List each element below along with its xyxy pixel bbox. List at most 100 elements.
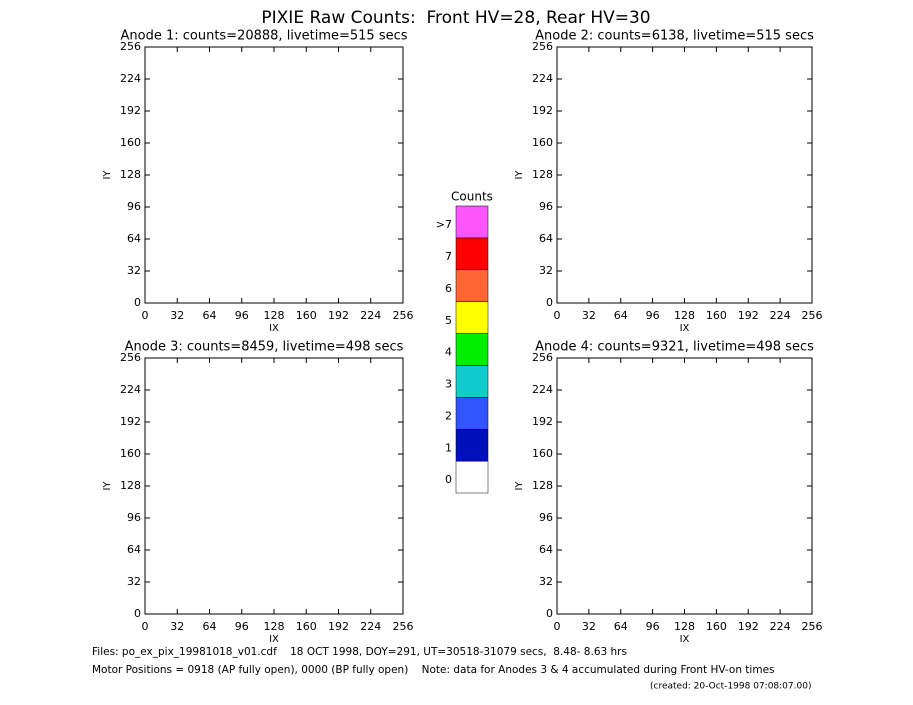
y-tick-label: 96 <box>539 200 553 213</box>
colorbar-label: 0 <box>445 473 452 486</box>
y-tick-label: 128 <box>532 479 553 492</box>
y-tick-label: 128 <box>120 168 141 181</box>
x-tick-label: 256 <box>802 309 823 322</box>
y-tick-label: 256 <box>120 40 141 53</box>
colorbar-label: 5 <box>445 314 452 327</box>
plot-frame <box>144 46 404 304</box>
panel-title: Anode 2: counts=6138, livetime=515 secs <box>535 29 814 44</box>
x-tick-label: 128 <box>674 309 695 322</box>
colorbar-swatch <box>455 428 489 462</box>
y-axis-label: IY <box>514 481 525 491</box>
panel-title: Anode 1: counts=20888, livetime=515 secs <box>120 29 407 44</box>
x-tick-label: 224 <box>770 620 791 633</box>
x-tick-label: 160 <box>706 620 727 633</box>
y-axis-label: IY <box>102 170 113 180</box>
y-tick-label: 160 <box>120 447 141 460</box>
colorbar-swatch <box>455 333 489 366</box>
y-tick-label: 160 <box>532 136 553 149</box>
x-tick-label: 64 <box>203 620 217 633</box>
x-tick-label: 64 <box>614 309 628 322</box>
panel-title: Anode 3: counts=8459, livetime=498 secs <box>125 340 404 355</box>
y-tick-label: 224 <box>532 383 553 396</box>
y-tick-label: 32 <box>127 575 141 588</box>
colorbar-label: 1 <box>445 441 452 454</box>
plot-frame <box>556 357 813 615</box>
y-tick-label: 192 <box>532 104 553 117</box>
x-tick-label: 32 <box>582 620 596 633</box>
y-tick-label: 32 <box>539 575 553 588</box>
colorbar-swatch <box>455 460 489 494</box>
colorbar-label: 3 <box>445 378 452 391</box>
colorbar-swatch <box>455 397 489 430</box>
y-tick-label: 224 <box>120 383 141 396</box>
y-tick-label: 256 <box>532 40 553 53</box>
colorbar-label: 2 <box>445 409 452 422</box>
x-tick-label: 224 <box>770 309 791 322</box>
y-tick-label: 128 <box>532 168 553 181</box>
x-tick-label: 192 <box>738 620 759 633</box>
x-tick-label: 0 <box>554 620 561 633</box>
y-tick-label: 64 <box>127 232 141 245</box>
y-tick-label: 192 <box>532 415 553 428</box>
x-axis-label: IX <box>269 323 279 334</box>
x-tick-label: 128 <box>264 309 285 322</box>
x-tick-label: 256 <box>393 309 414 322</box>
x-tick-label: 96 <box>646 620 660 633</box>
y-tick-label: 96 <box>127 200 141 213</box>
x-tick-label: 128 <box>674 620 695 633</box>
y-tick-label: 96 <box>127 511 141 524</box>
x-axis-label: IX <box>680 634 690 645</box>
x-tick-label: 96 <box>235 620 249 633</box>
footer-line: Motor Positions = 0918 (AP fully open), … <box>92 664 775 676</box>
x-tick-label: 224 <box>360 620 381 633</box>
y-tick-label: 0 <box>134 296 141 309</box>
y-tick-label: 160 <box>532 447 553 460</box>
colorbar-swatch <box>455 205 489 239</box>
colorbar-label: 4 <box>445 346 452 359</box>
x-tick-label: 256 <box>802 620 823 633</box>
x-tick-label: 0 <box>142 620 149 633</box>
colorbar-swatch <box>455 365 489 398</box>
y-tick-label: 32 <box>127 264 141 277</box>
x-tick-label: 192 <box>328 620 349 633</box>
colorbar-label: 6 <box>445 282 452 295</box>
y-tick-label: 64 <box>539 543 553 556</box>
y-tick-label: 96 <box>539 511 553 524</box>
x-tick-label: 224 <box>360 309 381 322</box>
y-axis-label: IY <box>514 170 525 180</box>
x-axis-label: IX <box>269 634 279 645</box>
x-tick-label: 64 <box>203 309 217 322</box>
y-tick-label: 64 <box>539 232 553 245</box>
colorbar-swatch <box>455 269 489 302</box>
x-tick-label: 160 <box>296 620 317 633</box>
y-tick-label: 32 <box>539 264 553 277</box>
footer-line: (created: 20-Oct-1998 07:08:07.00) <box>650 682 811 692</box>
x-tick-label: 256 <box>393 620 414 633</box>
colorbar-label: 7 <box>445 250 452 263</box>
colorbar-title: Counts <box>451 190 493 204</box>
x-tick-label: 32 <box>170 620 184 633</box>
x-tick-label: 32 <box>170 309 184 322</box>
x-tick-label: 0 <box>554 309 561 322</box>
y-tick-label: 256 <box>120 351 141 364</box>
x-tick-label: 192 <box>738 309 759 322</box>
x-tick-label: 160 <box>706 309 727 322</box>
y-tick-label: 224 <box>532 72 553 85</box>
y-tick-label: 256 <box>532 351 553 364</box>
footer-line: Files: po_ex_pix_19981018_v01.cdf 18 OCT… <box>92 646 627 658</box>
colorbar-swatch <box>455 237 489 271</box>
x-tick-label: 96 <box>646 309 660 322</box>
x-tick-label: 64 <box>614 620 628 633</box>
y-tick-label: 192 <box>120 104 141 117</box>
x-tick-label: 32 <box>582 309 596 322</box>
y-tick-label: 128 <box>120 479 141 492</box>
x-tick-label: 160 <box>296 309 317 322</box>
panel-title: Anode 4: counts=9321, livetime=498 secs <box>535 340 814 355</box>
colorbar-swatch <box>455 301 489 334</box>
x-tick-label: 128 <box>264 620 285 633</box>
plot-frame <box>144 357 404 615</box>
y-axis-label: IY <box>102 481 113 491</box>
y-tick-label: 192 <box>120 415 141 428</box>
y-tick-label: 64 <box>127 543 141 556</box>
